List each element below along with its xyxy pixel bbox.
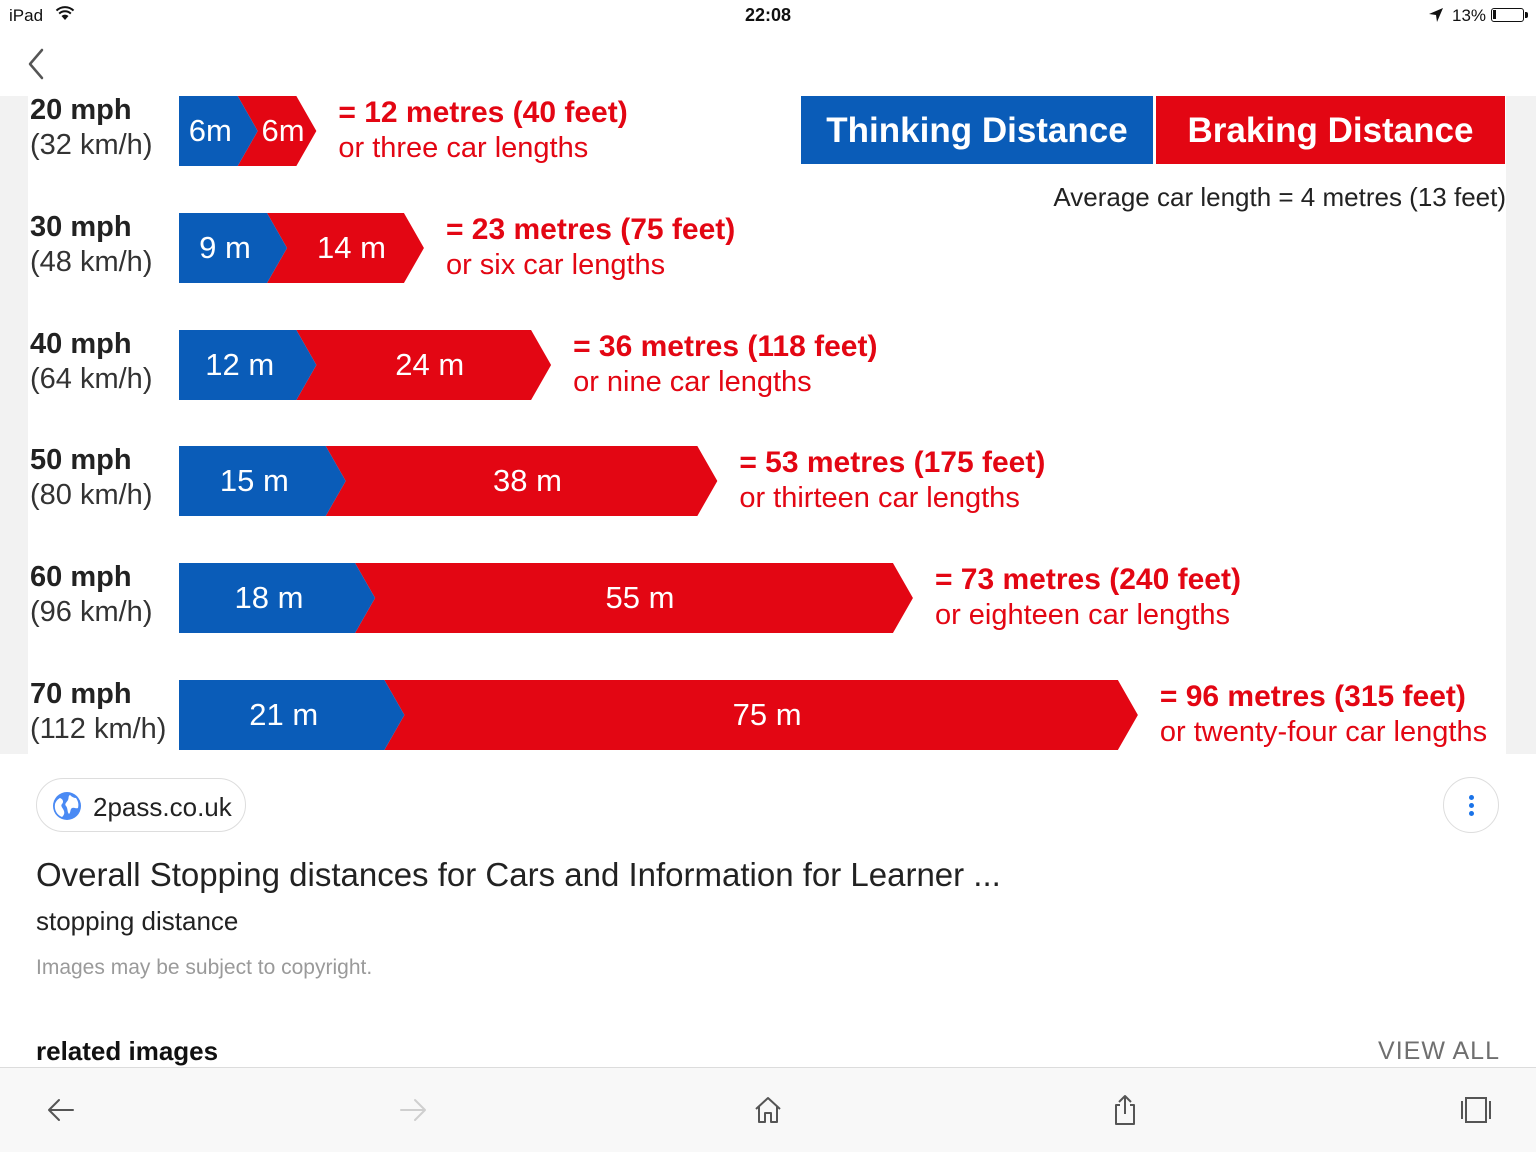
thinking-distance-bar xyxy=(179,680,405,750)
speed-mph: 20 mph xyxy=(30,96,132,126)
location-arrow-icon xyxy=(1429,8,1443,22)
speed-mph: 70 mph xyxy=(30,678,132,710)
speed-mph: 30 mph xyxy=(30,211,132,243)
more-vertical-icon-dot xyxy=(1469,803,1474,808)
back-arrow-icon[interactable] xyxy=(43,1092,79,1128)
more-vertical-icon-dot xyxy=(1469,811,1474,816)
total-distance: = 96 metres (315 feet) xyxy=(1159,680,1466,713)
globe-icon xyxy=(53,792,81,820)
distance-bars xyxy=(179,563,913,633)
source-chip[interactable]: 2pass.co.uk xyxy=(36,778,246,832)
car-lengths: or thirteen car lengths xyxy=(739,482,1020,514)
thinking-distance-label: 12 m xyxy=(205,347,275,382)
speed-row: 30 mph (48 km/h) 9 m 14 m = 23 metres (75 fe… xyxy=(28,211,1506,283)
distance-bars xyxy=(179,446,718,516)
tabs-icon[interactable] xyxy=(1458,1092,1494,1128)
speed-row: 60 mph (96 km/h) 18 m 55 m = 73 metres (240 … xyxy=(28,561,1506,633)
braking-distance-bar xyxy=(355,563,913,633)
speed-mph: 50 mph xyxy=(30,444,132,476)
speed-row: 20 mph (32 km/h) 6m 6m = 12 metres (40 feet)… xyxy=(28,96,1506,166)
thinking-distance-label: 21 m xyxy=(249,697,319,732)
thinking-distance-bar xyxy=(179,96,258,166)
car-lengths: or six car lengths xyxy=(445,249,666,281)
distance-bars xyxy=(179,96,317,166)
speed-mph: 60 mph xyxy=(30,561,132,593)
braking-distance-label: 55 m xyxy=(605,580,675,615)
legend-braking-distance: Braking Distance xyxy=(1156,96,1505,164)
speed-kmh: (96 km/h) xyxy=(30,596,153,628)
total-distance: = 36 metres (118 feet) xyxy=(573,330,878,363)
legend-thinking-distance: Thinking Distance xyxy=(801,96,1153,164)
legend: Thinking Distance Braking Distance xyxy=(801,96,1505,164)
speed-kmh: (64 km/h) xyxy=(30,363,153,395)
car-lengths: or twenty-four car lengths xyxy=(1159,716,1488,748)
source-domain: 2pass.co.uk xyxy=(93,792,232,822)
thinking-distance-label: 6m xyxy=(188,113,232,148)
speed-row: 50 mph (80 km/h) 15 m 38 m = 53 metres (175 … xyxy=(28,444,1506,516)
speed-row: 40 mph (64 km/h) 12 m 24 m = 36 metres (118 … xyxy=(28,328,1506,400)
speed-kmh: (32 km/h) xyxy=(30,129,153,161)
view-all-link[interactable]: VIEW ALL xyxy=(1378,1037,1500,1065)
back-chevron-icon[interactable] xyxy=(22,46,52,82)
braking-distance-bar xyxy=(267,213,424,283)
speed-kmh: (112 km/h) xyxy=(30,713,167,745)
braking-distance-bar xyxy=(237,96,317,166)
image-preview[interactable]: Thinking Distance Braking Distance Avera… xyxy=(0,96,1536,754)
braking-distance-label: 24 m xyxy=(395,347,465,382)
total-distance: = 73 metres (240 feet) xyxy=(934,563,1241,596)
stopping-distance-result: = 12 metres (40 feet) or three car length… xyxy=(338,96,627,166)
image-subtitle: stopping distance xyxy=(36,906,239,936)
more-options-button[interactable] xyxy=(1443,777,1499,833)
related-images-heading: related images xyxy=(36,1036,219,1066)
share-icon[interactable] xyxy=(1107,1092,1143,1128)
distance-bars xyxy=(179,213,424,283)
thinking-distance-bar xyxy=(179,446,346,516)
distance-bars xyxy=(179,330,552,400)
bottom-toolbar xyxy=(0,1067,1536,1152)
status-bar: iPad 22:08 13% xyxy=(0,0,1536,32)
speed-kmh: (80 km/h) xyxy=(30,479,153,511)
stopping-distance-result: = 23 metres (75 feet) or six car lengths xyxy=(446,213,735,283)
car-lengths: or three car lengths xyxy=(338,132,589,164)
speed-row: 70 mph (112 km/h) 21 m 75 m = 96 metres (315… xyxy=(28,678,1506,750)
stopping-distance-figure: Thinking Distance Braking Distance Avera… xyxy=(28,96,1506,754)
wifi-icon xyxy=(55,6,75,20)
braking-distance-bar xyxy=(325,446,718,516)
more-vertical-icon xyxy=(1469,795,1474,800)
braking-distance-label: 14 m xyxy=(317,230,386,265)
copyright-notice: Images may be subject to copyright. xyxy=(36,956,373,979)
thinking-distance-label: 18 m xyxy=(234,580,304,615)
total-distance: = 23 metres (75 feet) xyxy=(445,213,736,246)
image-title[interactable]: Overall Stopping distances for Cars and … xyxy=(36,856,1001,893)
thinking-distance-bar xyxy=(179,563,376,633)
total-distance: = 12 metres (40 feet) xyxy=(338,96,628,129)
total-distance: = 53 metres (175 feet) xyxy=(739,446,1046,479)
thinking-distance-bar xyxy=(179,330,317,400)
stopping-distance-result: = 36 metres (118 feet) or nine car length… xyxy=(573,330,877,400)
battery-percentage: 13% xyxy=(1452,6,1487,25)
battery-icon xyxy=(1491,8,1528,22)
braking-distance-label: 6m xyxy=(261,113,305,148)
distance-bars xyxy=(179,680,1138,750)
braking-distance-bar xyxy=(296,330,552,400)
thinking-distance-bar xyxy=(179,213,288,283)
thinking-distance-label: 15 m xyxy=(219,463,289,498)
average-car-length-note: Average car length = 4 metres (13 feet) xyxy=(1053,182,1506,212)
forward-arrow-icon[interactable] xyxy=(395,1092,431,1128)
braking-distance-label: 38 m xyxy=(493,463,562,498)
stopping-distance-result: = 96 metres (315 feet) or twenty-four car… xyxy=(1160,680,1487,750)
clock: 22:08 xyxy=(744,5,792,25)
car-lengths: or eighteen car lengths xyxy=(934,599,1230,631)
device-name: iPad xyxy=(9,6,44,25)
braking-distance-label: 75 m xyxy=(732,697,802,732)
car-lengths: or nine car lengths xyxy=(573,366,812,398)
stopping-distance-result: = 53 metres (175 feet) or thirteen car le… xyxy=(739,446,1045,516)
home-icon[interactable] xyxy=(750,1092,786,1128)
thinking-distance-label: 9 m xyxy=(199,230,251,265)
stopping-distance-result: = 73 metres (240 feet) or eighteen car le… xyxy=(935,563,1241,633)
speed-kmh: (48 km/h) xyxy=(30,246,153,278)
speed-mph: 40 mph xyxy=(30,328,132,360)
braking-distance-bar xyxy=(384,680,1138,750)
